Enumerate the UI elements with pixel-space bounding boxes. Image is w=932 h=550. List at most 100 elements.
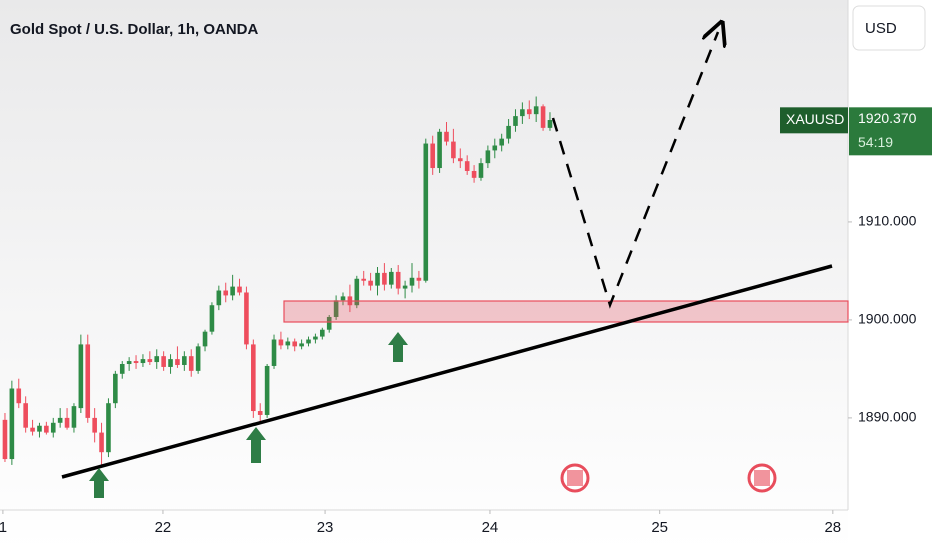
candle-body xyxy=(533,106,539,115)
candle-body xyxy=(368,280,373,286)
candle-body xyxy=(375,272,380,286)
x-tick-label: 23 xyxy=(317,519,334,536)
candle-body xyxy=(492,145,498,151)
candle-body xyxy=(409,277,415,286)
candle-body xyxy=(16,388,22,404)
y-tick-label: 1900.000 xyxy=(858,311,917,327)
candle-body xyxy=(451,141,456,159)
candle-body xyxy=(44,425,49,433)
candle-body xyxy=(161,356,166,367)
candle-body xyxy=(230,286,235,296)
candle-body xyxy=(202,331,208,347)
candle-body xyxy=(388,271,394,285)
currency-label[interactable]: USD xyxy=(865,20,897,37)
x-tick-label: 28 xyxy=(824,519,841,536)
candle-body xyxy=(92,417,97,433)
candle-body xyxy=(285,341,291,346)
candle-body xyxy=(402,285,408,289)
candle-body xyxy=(99,432,104,453)
candle-body xyxy=(333,300,339,317)
candle-body xyxy=(320,329,325,337)
support-zone xyxy=(283,300,849,323)
candle-body xyxy=(271,339,277,366)
candle-body xyxy=(444,131,449,142)
trend-line xyxy=(61,264,833,479)
candle-body xyxy=(547,120,553,128)
candle-body xyxy=(340,296,346,301)
candle-body xyxy=(540,106,546,128)
candle-body xyxy=(133,361,139,364)
candle-body xyxy=(526,109,532,115)
candle-body xyxy=(520,109,525,117)
candle-body xyxy=(437,131,442,169)
candle-body xyxy=(175,359,180,365)
x-tick-label: 22 xyxy=(155,519,172,536)
projection-path xyxy=(551,32,718,309)
candle-body xyxy=(430,143,435,169)
candle-body xyxy=(182,356,187,365)
price-axis-background xyxy=(848,0,932,550)
candle-body xyxy=(23,403,28,428)
candle-body xyxy=(416,277,422,281)
countdown-text: 54:19 xyxy=(858,134,893,150)
candle-body xyxy=(119,364,125,374)
last-price-text: 1920.370 xyxy=(858,110,917,126)
candle-body xyxy=(513,116,518,126)
price-badge xyxy=(849,107,932,156)
candle-body xyxy=(57,417,63,423)
candle-body xyxy=(395,271,401,289)
candle-body xyxy=(50,422,56,433)
candle-body xyxy=(147,359,153,363)
candle-body xyxy=(140,359,146,364)
candle-body xyxy=(64,417,70,428)
candle-body xyxy=(354,278,360,306)
last-price-label: XAUUSD 1920.370 54:19 xyxy=(780,107,932,156)
x-tick-label: 1 xyxy=(0,519,7,536)
candle-body xyxy=(485,150,491,164)
candle-body xyxy=(216,290,222,306)
candle-body xyxy=(499,138,504,146)
candle-body xyxy=(9,388,15,460)
candle-body xyxy=(30,427,35,432)
candle-body xyxy=(168,359,173,367)
candle-body xyxy=(306,339,311,344)
arrow xyxy=(89,468,109,498)
candle-body xyxy=(264,365,270,415)
candle-body xyxy=(382,272,387,285)
candle-body xyxy=(299,343,304,347)
candle-body xyxy=(195,346,201,371)
candle-body xyxy=(292,341,298,347)
y-tick-label: 1910.000 xyxy=(858,213,917,229)
candle-body xyxy=(257,411,263,415)
candle-body xyxy=(126,361,132,365)
symbol-label: XAUUSD xyxy=(786,111,844,127)
candle-body xyxy=(113,373,118,404)
x-tick-label: 25 xyxy=(651,519,668,536)
x-tick-label: 24 xyxy=(482,519,499,536)
candle-body xyxy=(478,163,484,178)
candle-body xyxy=(251,344,256,412)
candle-body xyxy=(471,170,477,178)
candle-body xyxy=(313,336,318,340)
candle-body xyxy=(154,356,160,363)
flag xyxy=(567,470,583,486)
candle-body xyxy=(237,286,242,293)
candle-body xyxy=(326,316,332,330)
symbol-badge xyxy=(780,107,848,134)
candle-body xyxy=(423,143,429,281)
candle-body xyxy=(457,158,463,162)
flag xyxy=(754,470,770,486)
marks xyxy=(2,96,553,465)
candle-body xyxy=(85,344,91,418)
arrow xyxy=(388,332,408,362)
candle-body xyxy=(71,406,77,428)
up-arrows xyxy=(89,332,408,498)
chart-title: Gold Spot / U.S. Dollar, 1h, OANDA xyxy=(10,21,259,38)
candle-body xyxy=(2,419,8,460)
candle-body xyxy=(188,356,194,371)
candle-body xyxy=(244,292,249,345)
event-icons xyxy=(560,463,777,493)
currency-button[interactable] xyxy=(852,5,926,51)
candle-body xyxy=(278,339,284,346)
